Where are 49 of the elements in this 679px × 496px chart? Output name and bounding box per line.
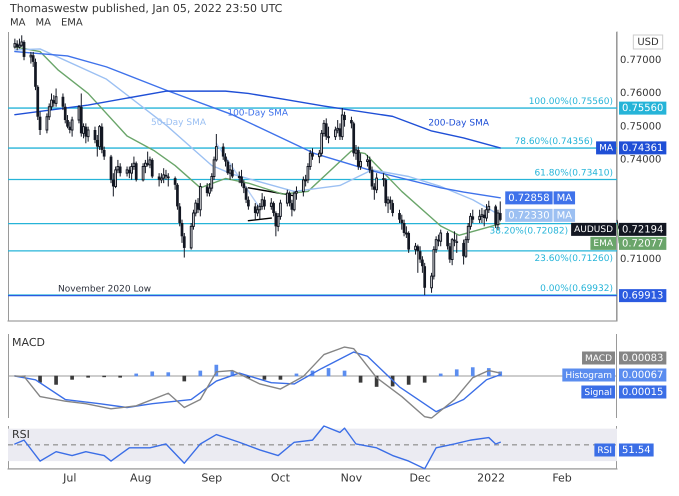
ref-line-label: 0.00%(0.69932) — [540, 284, 613, 294]
annotation: MA — [599, 144, 614, 154]
annotation: EMA — [593, 239, 614, 250]
legend-label: RSI — [597, 446, 612, 456]
annotation: AUDUSD — [574, 225, 614, 236]
text: MA — [35, 18, 52, 29]
text: Signal — [584, 388, 612, 398]
text: 0.00015 — [622, 387, 664, 398]
text: 0.00067 — [622, 370, 664, 382]
text: MACD — [585, 354, 612, 364]
y-tick-label: 0.74000 — [620, 154, 662, 166]
annotation: 0.72077 — [622, 238, 664, 250]
text: MA — [10, 18, 26, 29]
chart-title: MACD — [12, 336, 45, 349]
y-tick-label: 0.75000 — [620, 121, 662, 132]
ref-line-label: November 2020 Low — [58, 284, 152, 294]
annotation: 0.72194 — [622, 224, 664, 236]
series-label: 200-Day SMA — [428, 118, 490, 129]
annotation: 0.72330 — [508, 210, 550, 222]
x-tick-label: Oct — [270, 471, 291, 484]
annotation: MA — [556, 192, 572, 204]
ref-line-label: 23.60%(0.71260) — [534, 254, 613, 264]
ref-line-label: 61.80%(0.73410) — [534, 168, 613, 178]
x-tick-label: Aug — [130, 471, 152, 484]
x-tick-label: Feb — [552, 471, 572, 484]
chart-title: Thomaswestw published, Jan 05, 2022 23:50 UTC — [9, 2, 283, 15]
annotation: 0.72858 — [508, 192, 550, 204]
y-tick-label: 0.71000 — [620, 254, 662, 266]
text: Histogram — [565, 370, 612, 381]
y-tick-label: 0.77000 — [620, 54, 662, 66]
x-tick-label: 2022 — [477, 471, 506, 484]
x-tick-label: Sep — [201, 471, 222, 484]
x-tick-label: Dec — [409, 471, 431, 484]
text: 51.54 — [622, 445, 651, 456]
ref-line-label: 38.20%(0.72082) — [490, 226, 568, 236]
text: 0.00083 — [622, 353, 664, 364]
annotation: 0.69913 — [622, 290, 664, 302]
y-axis-title: USD — [637, 37, 659, 48]
series-label: 100-Day SMA — [227, 108, 289, 118]
x-tick-label: Nov — [340, 471, 363, 484]
y-tick-label: 0.76000 — [620, 88, 662, 100]
ref-line-label: 78.60%(0.74356) — [514, 136, 594, 147]
annotation: 0.74361 — [622, 142, 664, 154]
text: EMA — [60, 18, 83, 29]
x-tick-label: Jul — [62, 471, 76, 484]
ref-line-label: 100.00%(0.75560) — [528, 96, 613, 107]
chart-title: RSI — [12, 428, 30, 441]
annotation: 0.75560 — [622, 103, 664, 114]
annotation: MA — [556, 210, 572, 222]
